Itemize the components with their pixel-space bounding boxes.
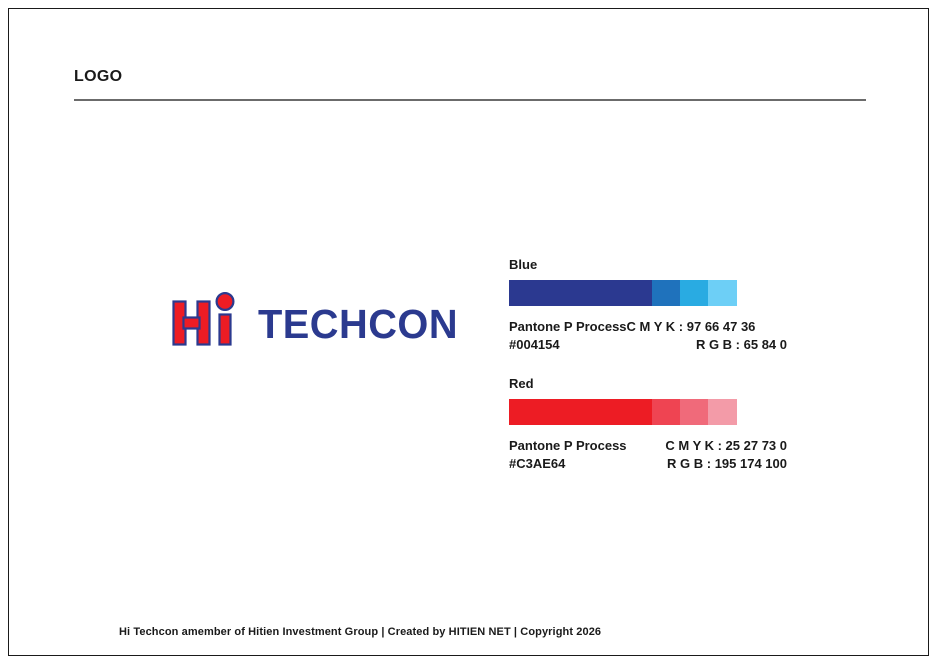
swatch-chip-tint-2 <box>680 280 708 306</box>
hex-value: #004154 <box>509 337 560 352</box>
swatch-chip-tint-1 <box>652 399 680 425</box>
swatch-chip-primary <box>509 399 652 425</box>
pantone-label: Pantone P Process <box>509 319 627 334</box>
cmyk-value: C M Y K : 25 27 73 0 <box>665 438 787 453</box>
color-palette: Blue Pantone P Process C M Y K : 97 66 4… <box>509 257 809 473</box>
page-header: LOGO <box>74 67 866 101</box>
rgb-value: R G B : 195 174 100 <box>667 456 787 471</box>
footer-text: Hi Techcon amember of Hitien Investment … <box>119 626 602 638</box>
swatch-chip-primary <box>509 280 652 306</box>
rgb-value: R G B : 65 84 0 <box>695 337 787 352</box>
swatch-group-label: Blue <box>509 257 538 272</box>
logo-lockup: TECHCON <box>171 291 464 347</box>
swatch-chip-tint-3 <box>708 399 737 425</box>
pantone-label: Pantone P Process <box>509 438 627 453</box>
swatch-group-label: Red <box>509 376 534 391</box>
hi-monogram-icon <box>171 291 246 347</box>
swatch-chip-tint-2 <box>680 399 708 425</box>
swatch-chip-tint-3 <box>708 280 737 306</box>
brand-sheet-page: LOGO TECHCON Blue <box>8 8 929 656</box>
swatch-group-blue: Blue Pantone P Process C M Y K : 97 66 4… <box>509 257 809 354</box>
hex-value: #C3AE64 <box>509 456 566 471</box>
swatch-meta: Pantone P Process C M Y K : 25 27 73 0 #… <box>509 437 787 473</box>
header-divider <box>74 99 866 101</box>
swatch-meta: Pantone P Process C M Y K : 97 66 47 36 … <box>509 318 787 354</box>
page-title: LOGO <box>74 68 123 85</box>
swatch-bar <box>509 280 737 306</box>
swatch-bar <box>509 399 737 425</box>
cmyk-value: C M Y K : 97 66 47 36 <box>626 319 756 334</box>
swatch-chip-tint-1 <box>652 280 680 306</box>
logo-wordmark: TECHCON <box>258 301 459 347</box>
swatch-group-red: Red Pantone P Process C M Y K : 25 27 73… <box>509 376 809 473</box>
